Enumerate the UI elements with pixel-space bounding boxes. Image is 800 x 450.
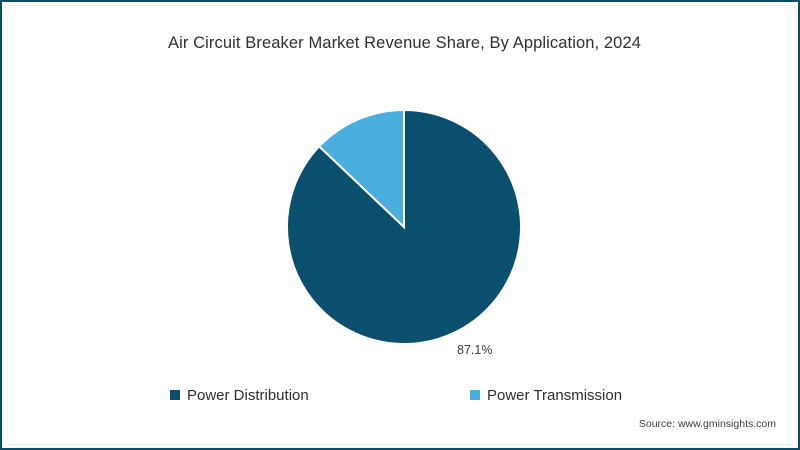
pie-data-label-power-distribution: 87.1% xyxy=(457,343,493,357)
page-title: Air Circuit Breaker Market Revenue Share… xyxy=(168,34,642,52)
legend-item-power-distribution[interactable]: Power Distribution xyxy=(170,384,309,406)
pie-slice-power-transmission[interactable] xyxy=(317,110,405,230)
legend-item-power-transmission[interactable]: Power Transmission xyxy=(470,384,622,406)
legend-label-power-transmission: Power Transmission xyxy=(487,386,623,404)
legend-label-power-distribution: Power Distribution xyxy=(187,386,309,404)
pie-slice-power-distribution[interactable] xyxy=(287,110,521,344)
source-attribution: Source: www.gminsights.com xyxy=(638,418,776,430)
pie-chart xyxy=(287,110,521,344)
legend-swatch-icon-power-distribution xyxy=(170,390,180,400)
legend-swatch-icon-power-transmission xyxy=(470,390,480,400)
pie-chart-svg xyxy=(287,110,521,344)
chart-legend: Power Distribution Power Transmission xyxy=(170,384,650,406)
